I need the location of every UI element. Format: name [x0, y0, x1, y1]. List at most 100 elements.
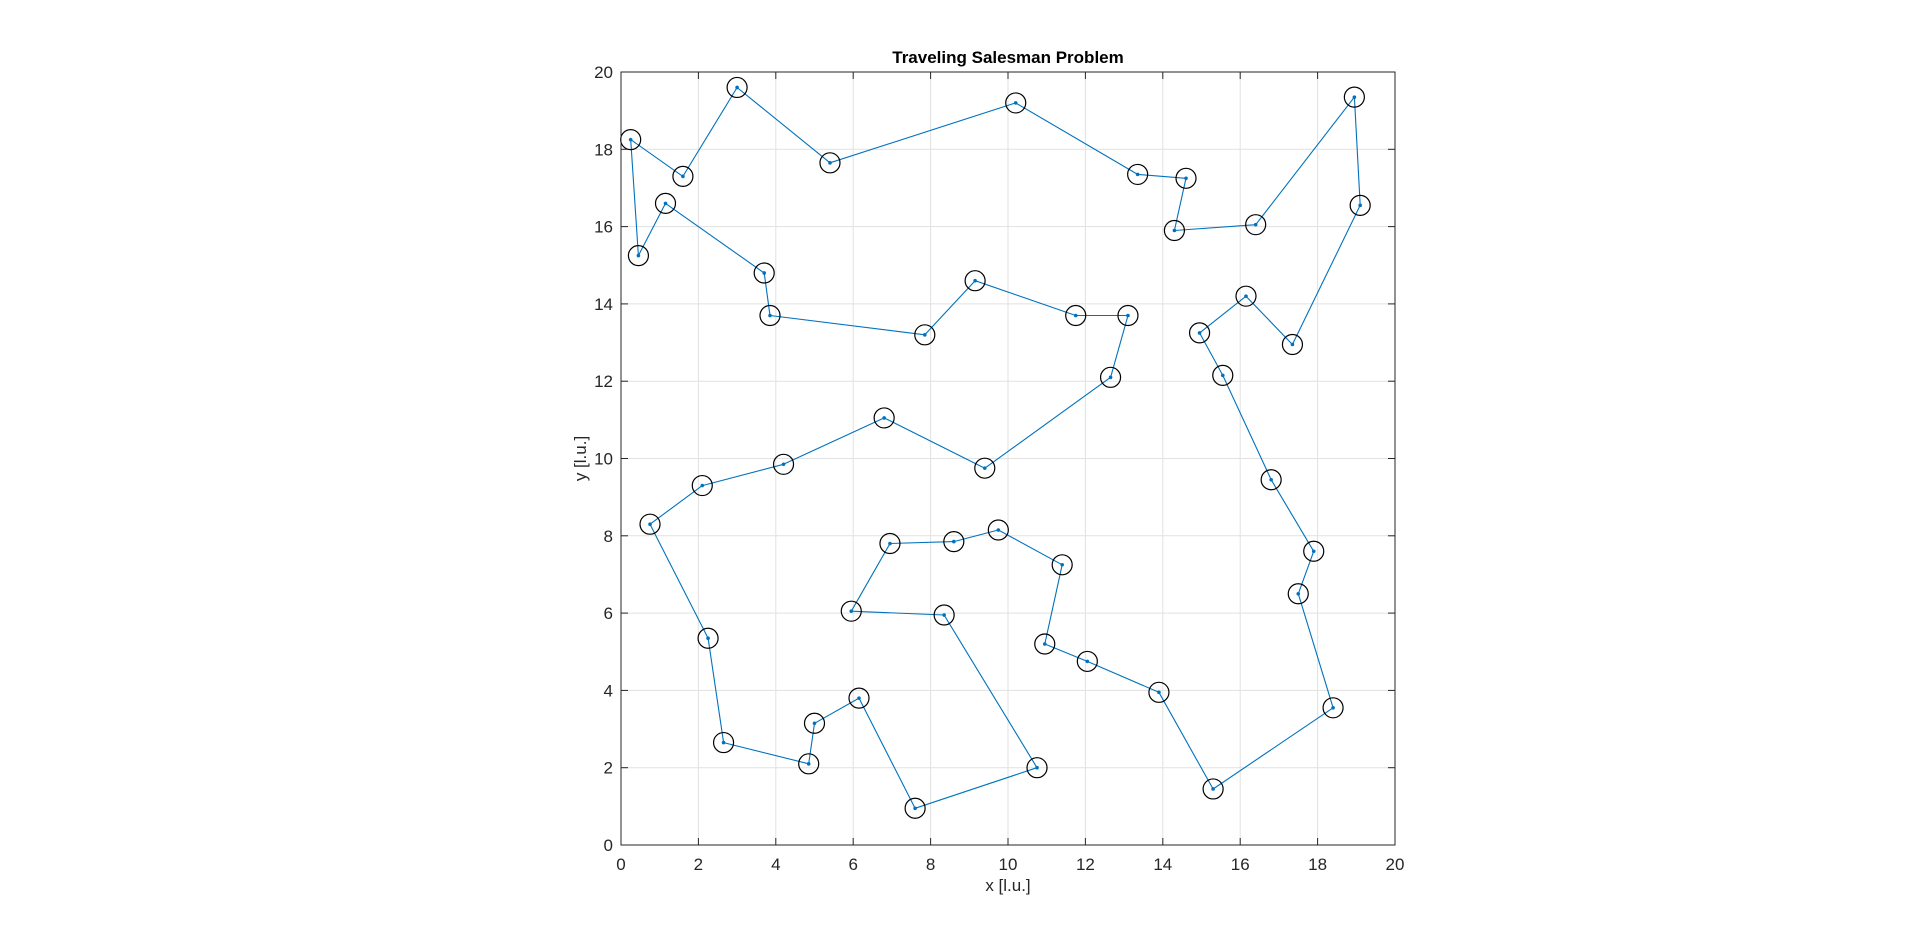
- city-marker: [1065, 304, 1087, 327]
- city-marker: [1127, 163, 1149, 186]
- city-marker: [1099, 366, 1122, 388]
- city-point: [762, 271, 766, 275]
- x-tick-label: 10: [999, 855, 1018, 874]
- city-point: [1311, 549, 1316, 554]
- y-tick-label: 12: [594, 372, 613, 391]
- x-tick-label: 8: [926, 855, 935, 874]
- y-tick-label: 16: [594, 218, 613, 237]
- city-marker: [627, 244, 650, 267]
- city-marker: [943, 530, 965, 553]
- city-marker: [1343, 86, 1365, 108]
- city-point: [882, 416, 886, 420]
- city-point: [1211, 787, 1215, 791]
- city-marker: [1322, 697, 1344, 719]
- city-marker: [819, 152, 841, 174]
- city-point: [982, 466, 987, 470]
- city-marker: [1175, 167, 1197, 189]
- y-tick-label: 10: [594, 450, 613, 469]
- city-marker: [1163, 219, 1186, 242]
- city-point: [1042, 642, 1047, 646]
- city-point: [1197, 331, 1202, 335]
- city-point: [857, 696, 861, 700]
- city-marker: [848, 687, 870, 709]
- city-markers: [620, 76, 1371, 819]
- city-point: [1296, 591, 1301, 596]
- city-point: [806, 762, 811, 766]
- city-point: [1184, 176, 1188, 181]
- city-marker: [987, 519, 1009, 541]
- city-point: [1244, 294, 1248, 298]
- city-marker: [1117, 304, 1139, 327]
- tick-layer: 0 2 4 6 8 10 12 14 16 18 20 0 2 4 6 8 10 12 14 16 18 20: [594, 63, 1404, 874]
- y-tick-label: 8: [604, 527, 613, 546]
- city-point: [973, 278, 977, 283]
- city-point: [1358, 203, 1362, 208]
- city-point: [913, 806, 917, 811]
- city-marker: [1235, 285, 1257, 307]
- city-marker: [654, 192, 677, 215]
- city-point: [849, 609, 854, 613]
- city-marker: [1303, 540, 1325, 562]
- y-tick-label: 6: [604, 604, 613, 623]
- x-tick-label: 18: [1308, 855, 1327, 874]
- city-point: [1352, 95, 1357, 99]
- city-point: [1157, 690, 1161, 695]
- city-point: [1060, 562, 1064, 567]
- city-marker: [1287, 583, 1309, 605]
- x-tick-label: 20: [1386, 855, 1405, 874]
- city-point: [1172, 228, 1177, 233]
- city-point: [952, 539, 956, 544]
- city-marker: [1005, 92, 1027, 114]
- city-point: [888, 541, 892, 546]
- city-marker: [964, 270, 986, 292]
- city-point: [1135, 172, 1140, 177]
- x-tick-label: 4: [771, 855, 780, 874]
- city-point: [812, 721, 817, 726]
- y-axis-label: y [l.u.]: [571, 436, 590, 481]
- city-marker: [1202, 778, 1224, 800]
- city-point: [1269, 477, 1273, 482]
- city-marker: [697, 627, 719, 649]
- city-marker: [1051, 554, 1073, 576]
- city-marker: [772, 453, 795, 475]
- city-marker: [1148, 681, 1170, 703]
- city-point: [1126, 313, 1130, 318]
- y-tick-label: 14: [594, 295, 613, 314]
- x-tick-label: 2: [694, 855, 703, 874]
- city-marker: [712, 731, 735, 754]
- city-point: [681, 174, 685, 179]
- city-marker: [803, 712, 826, 734]
- city-marker: [904, 797, 926, 819]
- city-point: [663, 201, 668, 206]
- y-tick-label: 0: [604, 836, 613, 855]
- city-point: [648, 522, 652, 527]
- city-point: [706, 636, 710, 641]
- city-point: [922, 333, 927, 337]
- x-tick-label: 12: [1076, 855, 1095, 874]
- x-tick-label: 14: [1153, 855, 1172, 874]
- city-marker: [873, 407, 895, 429]
- city-point: [1073, 313, 1078, 318]
- city-point: [735, 85, 739, 90]
- x-tick-label: 0: [616, 855, 625, 874]
- city-point: [781, 462, 786, 467]
- y-tick-label: 20: [594, 63, 613, 82]
- chart-title: Traveling Salesman Problem: [892, 48, 1123, 67]
- city-marker: [691, 474, 713, 497]
- city-marker: [1212, 364, 1234, 387]
- city-point: [1331, 705, 1335, 710]
- city-point: [1220, 373, 1225, 378]
- city-point: [628, 137, 633, 142]
- city-marker: [759, 304, 781, 327]
- city-point: [942, 613, 946, 617]
- x-axis-label: x [l.u.]: [985, 876, 1030, 895]
- city-point: [1085, 659, 1090, 664]
- city-point: [1035, 765, 1039, 770]
- city-point: [1253, 222, 1258, 227]
- city-marker: [974, 457, 996, 479]
- x-tick-label: 6: [848, 855, 857, 874]
- city-marker: [726, 76, 748, 99]
- city-marker: [798, 753, 820, 775]
- city-marker: [1188, 322, 1211, 344]
